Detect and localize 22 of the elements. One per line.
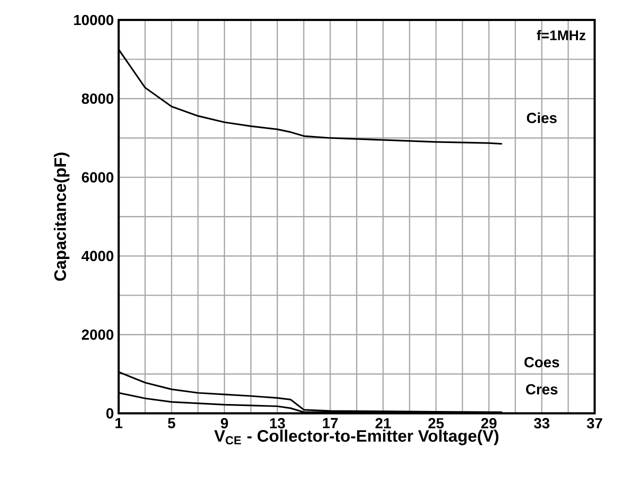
annotation: f=1MHz [536, 30, 586, 40]
x-tick-label: 13 [270, 418, 285, 428]
x-tick-label: 37 [586, 418, 602, 428]
text: Cres [526, 384, 558, 394]
y-tick-label: 4000 [82, 250, 114, 262]
x-axis-title: V$_{CE}$ - Collector-to-Emitter Voltage(V) [214, 430, 498, 446]
x-tick-label: 17 [322, 418, 338, 428]
y-tick-label: 2000 [82, 329, 114, 340]
x-tick-label: 21 [375, 418, 391, 428]
y-tick-label: 6000 [82, 172, 114, 183]
text: Cies [526, 112, 557, 124]
x-tick-label: 1 [116, 418, 122, 428]
text: Coes [524, 357, 560, 368]
x-tick-label: 25 [428, 418, 444, 428]
x-tick-label: 9 [220, 418, 228, 428]
y-tick-label: 10000 [74, 14, 114, 26]
x-tick-label: 5 [168, 418, 176, 428]
y-tick-label: 8000 [82, 93, 114, 104]
x-tick-label: 29 [481, 418, 496, 428]
y-axis-title: Capacitance(pF) [54, 152, 70, 281]
x-tick-label: 33 [534, 418, 550, 428]
y-tick-label: 0 [106, 408, 114, 419]
